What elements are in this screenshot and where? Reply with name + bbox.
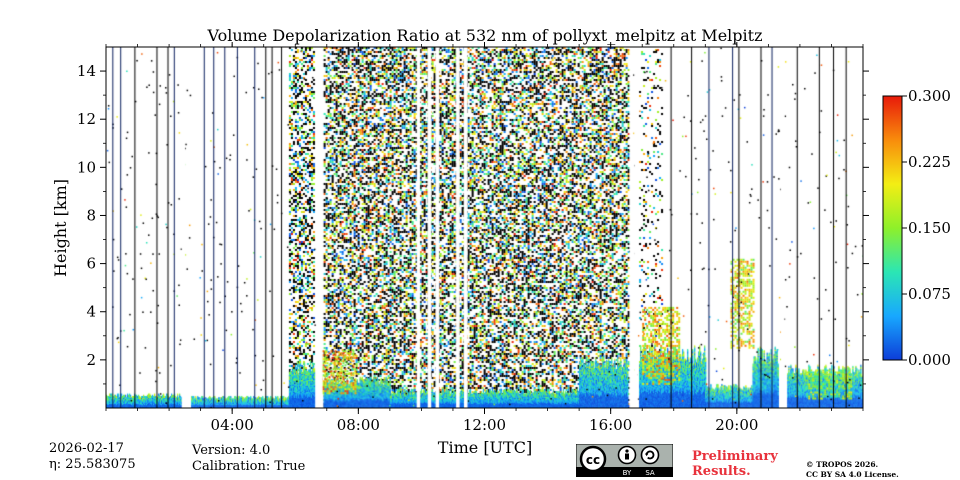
y-tick-label-1: 4	[86, 303, 96, 321]
y-axis-label: Height [km]	[51, 179, 70, 277]
footer-date-block: 2026-02-17 η: 25.583075	[49, 441, 136, 473]
y-tick-label-4: 10	[77, 158, 96, 176]
colorbar-tick-label-2: 0.150	[908, 219, 951, 237]
depolarization-heatmap	[106, 47, 863, 408]
y-tick-label-0: 2	[86, 351, 96, 369]
copyright-notice: © TROPOS 2026. CC BY SA 4.0 License.	[806, 460, 899, 480]
y-tick-label-5: 12	[77, 110, 96, 128]
svg-text:cc: cc	[586, 453, 600, 467]
preliminary-line-2: Results.	[692, 464, 751, 479]
preliminary-line-1: Preliminary	[692, 449, 778, 464]
colorbar-gradient	[882, 95, 903, 361]
x-tick-label-3: 16:00	[589, 416, 632, 434]
x-tick-label-0: 04:00	[211, 416, 254, 434]
badge-by-text: BY	[623, 469, 632, 477]
footer-version-block: Version: 4.0 Calibration: True	[192, 443, 305, 475]
x-axis-label: Time [UTC]	[438, 438, 532, 457]
x-axis: 04:00 08:00 12:00 16:00 20:00	[105, 42, 864, 434]
badge-sa-text: SA	[645, 469, 655, 477]
x-tick-label-2: 12:00	[463, 416, 506, 434]
y-tick-label-2: 6	[86, 255, 96, 273]
y-tick-label-6: 14	[77, 62, 96, 80]
footer-eta: η: 25.583075	[49, 457, 136, 472]
colorbar-tick-label-3: 0.225	[908, 153, 951, 171]
y-axis: 2 4 6 8 10 12 14	[77, 62, 869, 385]
colorbar: 0.000 0.075 0.150 0.225 0.300	[882, 87, 951, 369]
footer-date: 2026-02-17	[49, 441, 124, 456]
plot-area	[105, 46, 864, 409]
colorbar-tick-label-4: 0.300	[908, 87, 951, 105]
footer-version: Version: 4.0	[192, 443, 271, 458]
colorbar-tick-label-0: 0.000	[908, 351, 951, 369]
chart-title: Volume Depolarization Ratio at 532 nm of…	[206, 26, 762, 45]
copyright-line-1: © TROPOS 2026.	[806, 460, 879, 469]
x-tick-label-4: 20:00	[715, 416, 758, 434]
y-tick-label-3: 8	[86, 206, 96, 224]
cc-icon	[579, 445, 607, 473]
colorbar-tick-label-1: 0.075	[908, 285, 951, 303]
sa-share-icon	[640, 445, 660, 465]
preliminary-notice: Preliminary Results.	[692, 449, 778, 479]
cc-by-sa-badge: cc BY SA	[576, 444, 673, 477]
x-tick-label-1: 08:00	[337, 416, 380, 434]
footer-calibration: Calibration: True	[192, 459, 306, 474]
copyright-line-2: CC BY SA 4.0 License.	[806, 470, 899, 479]
